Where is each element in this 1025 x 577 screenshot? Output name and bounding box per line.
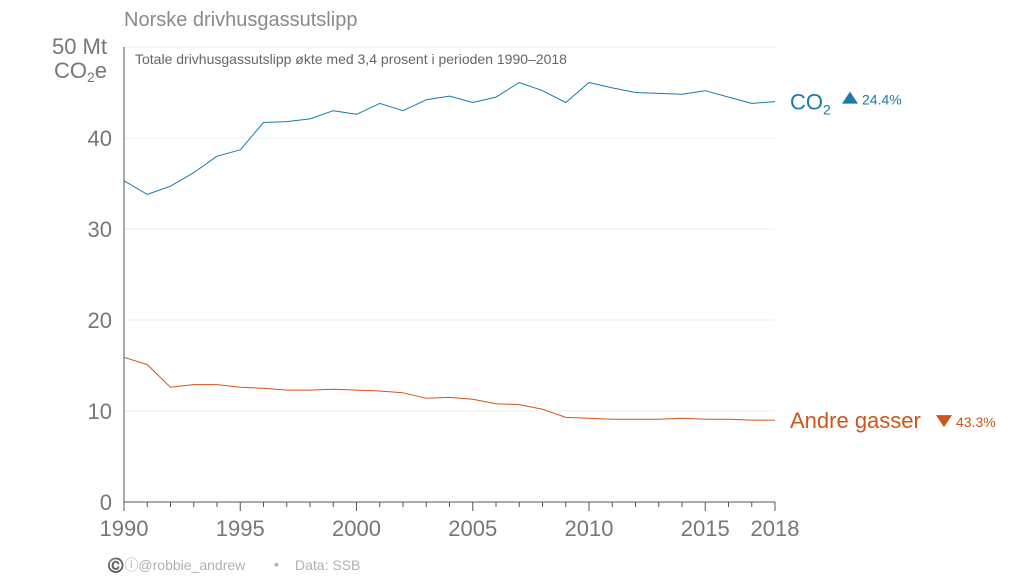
y-tick-label: 20 <box>88 308 112 333</box>
series-line-co2 <box>123 82 776 195</box>
x-tick-label: 2010 <box>565 516 614 541</box>
x-tick-label: 2005 <box>448 516 497 541</box>
footer-credit[interactable]: ©️ⓘ@robbie_andrew <box>107 557 246 574</box>
x-tick-label: 1995 <box>216 516 265 541</box>
x-tick-label: 2018 <box>751 516 800 541</box>
footer: ©️ⓘ@robbie_andrew • Data: SSB <box>107 556 360 574</box>
down-arrow-icon <box>936 415 952 428</box>
axes: 0 10 20 30 40 1990 1995 2000 2005 2010 2015 2018 <box>88 47 800 541</box>
y-tick-label: 0 <box>100 490 112 515</box>
x-tick-label: 1990 <box>100 516 149 541</box>
y-tick-label: 40 <box>88 126 112 151</box>
x-tick-label: 2000 <box>332 516 381 541</box>
y-unit-line1: 50 Mt <box>52 34 107 59</box>
gridlines <box>124 46 775 412</box>
series-labels: CO2 24.4% Andre gasser 43.3% <box>790 90 996 434</box>
series-label-andre-gasser: Andre gasser <box>790 408 921 433</box>
up-arrow-icon <box>842 91 858 104</box>
series-lines <box>123 82 776 421</box>
series-change-co2: 24.4% <box>862 92 902 108</box>
series-change-andre-gasser: 43.3% <box>956 414 996 430</box>
chart-title: Norske drivhusgassutslipp <box>124 9 357 31</box>
series-label-co2: CO2 <box>790 90 831 118</box>
y-tick-label: 10 <box>88 399 112 424</box>
y-tick-label: 30 <box>88 217 112 242</box>
footer-source: Data: SSB <box>295 557 360 573</box>
footer-bullet: • <box>274 556 279 572</box>
x-tick-label: 2015 <box>681 516 730 541</box>
y-unit-line2: CO2e <box>54 58 107 85</box>
series-line-andre-gasser <box>123 356 775 421</box>
chart-subtitle: Totale drivhusgassutslipp økte med 3,4 p… <box>135 51 567 67</box>
